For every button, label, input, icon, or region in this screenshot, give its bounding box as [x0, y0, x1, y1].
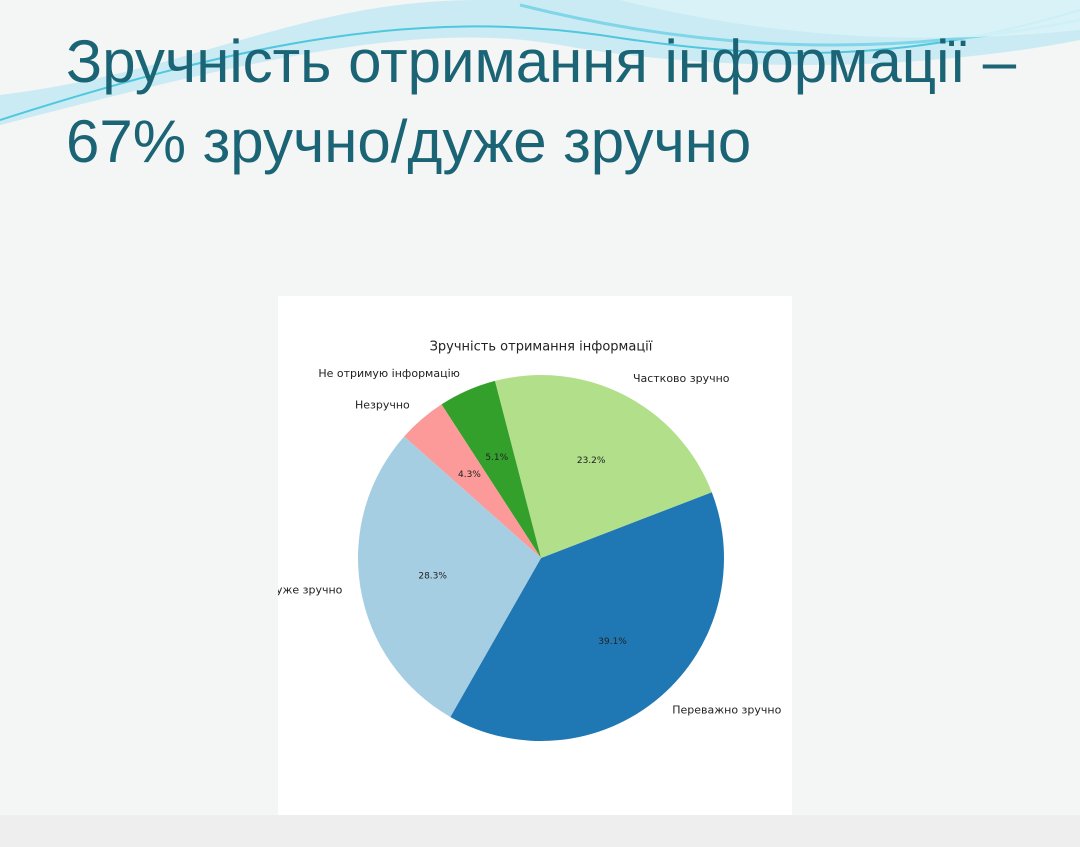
chart-title: Зручність отримання інформації [430, 340, 653, 355]
pie-slice [494, 375, 712, 558]
percent-label: 4.3% [458, 470, 481, 480]
decoration [0, 0, 1080, 125]
percent-label: 5.1% [485, 453, 508, 463]
pie-slice [358, 436, 541, 717]
pie-slice [450, 492, 724, 741]
slice-label: Дуже зручно [278, 584, 343, 597]
percent-label: 39.1% [598, 637, 627, 647]
pie-slice [441, 380, 541, 558]
chart: Зручність отримання інформації Переважно… [278, 296, 792, 815]
percent-label: 23.2% [577, 456, 606, 466]
slice-label: Частково зручно [633, 372, 730, 385]
slide-title: Зручність отримання інформації – 67% зру… [66, 28, 1017, 175]
percent-label: 28.3% [418, 571, 447, 581]
bottom-bar [0, 815, 1080, 847]
slice-label: Переважно зручно [672, 704, 781, 717]
pie-slice [404, 404, 541, 558]
slice-label: Незручно [355, 398, 410, 411]
slice-label: Не отримую інформацію [318, 367, 460, 380]
